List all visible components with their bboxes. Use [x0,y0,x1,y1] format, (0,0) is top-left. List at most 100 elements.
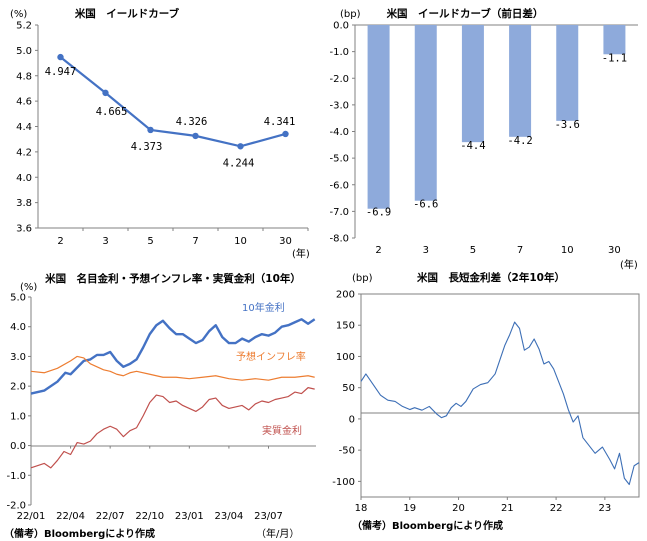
nominal-real-ytick-label: 0.0 [10,441,26,452]
yield-change-bar [509,25,532,137]
source-note-right: （備考）Bloombergにより作成 [352,519,503,532]
yield-change-data-label: -3.6 [555,119,580,131]
nominal-real-ytick-label: -2.0 [6,501,26,512]
yield-curve-point [192,132,199,140]
yield-change-bar [461,25,484,143]
yield-curve-ytick-label: 5.0 [16,46,32,57]
yield-change-ytick-label: 0.0 [333,21,349,32]
yield-curve-ytick-label: 4.4 [16,122,32,133]
yield-change-ytick-label: -8.0 [329,234,349,245]
spread-line [360,321,640,486]
yield-curve-point [102,89,109,97]
spread-ytick-label: -50 [339,446,355,457]
yield-change-xtick-label: 7 [517,245,523,256]
nominal-real-ytick-label: 4.0 [10,322,26,333]
yield-curve-xtick-label: 2 [57,236,63,247]
nominal-real-xtick-label: 23/04 [215,511,244,522]
spread-plot-frame [360,293,640,498]
nominal-real-xtick-label: 22/04 [56,511,85,522]
series-inflation-expectation-line [30,355,315,381]
yield-curve-data-label: 4.326 [176,116,208,128]
yield-change-ytick-label: -3.0 [329,100,349,111]
yield-curve-data-label: 4.341 [264,116,296,128]
yield-curve-xtick-label: 10 [234,236,247,247]
spread-chart: 米国 長短金利差（2年10年） (bp) 200 150 100 50 0 -50 -100… [332,271,640,532]
spread-xtick-label: 21 [501,503,514,514]
yield-curve-ytick-label: 4.0 [16,173,32,184]
yield-curve-point [147,126,154,134]
nominal-real-xlabel: （年/月） [256,527,299,540]
legend-inflation-expectation: 予想インフレ率 [236,350,306,363]
nominal-real-chart: 米国 名目金利・予想インフレ率・実質金利（10年） (%) （年/月） 5.0 4… [4,272,316,540]
yield-change-bar [367,25,390,209]
yield-change-ytick-label: -2.0 [329,74,349,85]
nominal-real-xtick-label: 23/07 [254,511,283,522]
yield-change-data-label: -6.9 [366,207,391,219]
yield-curve-ytick-label: 5.2 [16,21,32,32]
yield-change-bar [603,25,626,55]
nominal-real-ytick-label: 5.0 [10,293,26,304]
yield-curve-data-label: 4.665 [96,106,128,118]
spread-ytick-label: 200 [336,290,355,301]
yield-curve-xtick-label: 7 [192,236,198,247]
yield-change-ylabel: (bp) [340,9,361,20]
spread-ytick-label: 100 [336,352,355,363]
yield-change-data-label: -4.4 [460,140,485,152]
yield-change-xtick-label: 10 [561,245,574,256]
nominal-real-xtick-label: 22/07 [96,511,125,522]
nominal-real-ytick-label: -1.0 [6,471,26,482]
spread-xtick-label: 22 [550,503,563,514]
yield-curve-xtick-label: 5 [147,236,153,247]
yield-curve-ylabel: (%) [10,9,27,20]
spread-xtick-label: 19 [403,503,416,514]
yield-change-ytick-label: -4.0 [329,127,349,138]
yield-change-xtick-label: 3 [423,245,429,256]
spread-ytick-label: -100 [332,477,355,488]
spread-xtick-label: 23 [598,503,611,514]
yield-change-xtick-label: 30 [608,245,621,256]
yield-change-ytick-label: -5.0 [329,154,349,165]
source-note-left: （備考）Bloombergにより作成 [4,527,155,540]
spread-ylabel: (bp) [352,273,373,284]
legend-10y-rate: 10年金利 [242,301,285,314]
yield-change-title: 米国 イールドカーブ（前日差） [386,7,544,20]
yield-curve-ytick-label: 4.2 [16,147,32,158]
yield-curve-data-label: 4.373 [131,141,163,153]
nominal-real-xtick-label: 22/10 [135,511,164,522]
yield-change-data-label: -6.6 [413,199,438,211]
yield-change-ytick-label: -7.0 [329,207,349,218]
spread-ytick-label: 50 [342,383,355,394]
yield-curve-ytick-label: 3.6 [16,224,32,235]
spread-title: 米国 長短金利差（2年10年） [416,271,565,284]
yield-change-chart: 米国 イールドカーブ（前日差） (bp) (年) 0.0 -1.0 -2.0 -3.0… [329,7,638,271]
yield-curve-point [57,53,64,61]
yield-curve-xlabel: (年) [292,247,310,260]
yield-change-bar [414,25,437,201]
yield-curve-data-label: 4.244 [223,157,255,169]
yield-change-data-label: -1.1 [602,52,627,64]
nominal-real-xtick-label: 22/01 [17,511,46,522]
legend-real-rate: 実質金利 [262,424,302,437]
yield-curve-data-label: 4.947 [45,66,77,78]
nominal-real-ytick-label: 2.0 [10,382,26,393]
yield-change-bar [556,25,579,121]
nominal-real-title: 米国 名目金利・予想インフレ率・実質金利（10年） [44,272,301,285]
nominal-real-xtick-label: 23/01 [175,511,204,522]
yield-curve-line [59,56,286,148]
yield-curve-xtick-label: 30 [279,236,292,247]
nominal-real-ylabel: (%) [20,282,37,293]
yield-change-xtick-label: 5 [470,245,476,256]
nominal-real-ytick-label: 1.0 [10,411,26,422]
yield-curve-ytick-label: 4.6 [16,97,32,108]
yield-change-data-label: -4.2 [507,135,532,147]
yield-curve-chart: 米国 イールドカーブ (%) (年) 3.6 3.8 4.0 4.2 4.4 4.6 4.8… [10,7,310,260]
spread-xtick-label: 18 [355,503,368,514]
yield-change-ytick-label: -6.0 [329,180,349,191]
yield-change-ytick-label: -1.0 [329,47,349,58]
yield-curve-ytick-label: 4.8 [16,71,32,82]
series-10y-rate-line [30,318,316,395]
spread-xtick-label: 20 [452,503,465,514]
spread-ytick-label: 0 [349,414,355,425]
spread-ytick-label: 150 [336,321,355,332]
